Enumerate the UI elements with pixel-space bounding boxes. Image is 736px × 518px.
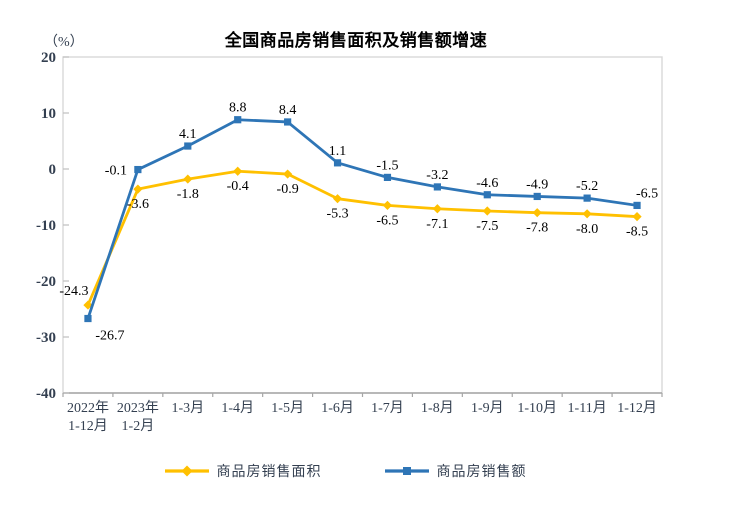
legend-label-sales-amount: 商品房销售额 [436,465,527,480]
x-tick-label: 1-12月 [617,400,657,416]
data-point-marker [382,200,393,210]
data-point-marker [632,212,642,222]
data-label: -0.9 [277,182,299,197]
legend: 商品房销售面积 商品房销售额 [0,461,690,481]
series-line [86,118,639,320]
data-label: -4.9 [526,177,548,192]
data-point-marker [83,300,93,310]
legend-item-sales-amount: 商品房销售额 [384,461,527,481]
data-label: -3.6 [127,197,149,212]
data-point-marker [284,118,292,126]
data-label: 4.1 [179,127,197,142]
data-label: -6.5 [376,213,398,228]
data-label: -8.0 [576,222,598,237]
x-tick-label: 1-3月 [171,400,204,416]
data-label: -1.5 [376,158,398,173]
data-point-marker [332,194,343,204]
data-label: 8.4 [279,103,297,118]
data-point-marker [433,183,441,191]
data-point-marker [532,208,542,218]
data-label: 1.1 [329,144,347,159]
x-tick-label: 1-10月 [517,400,557,416]
data-label: -24.3 [59,284,88,299]
data-point-marker [84,314,92,323]
data-point-marker [582,209,592,219]
x-tick-label: 1-8月 [421,400,454,416]
data-label: -0.1 [105,164,127,179]
y-tick-label: -20 [36,274,56,290]
x-tick-label: 1-7月 [371,400,404,416]
x-tick-label: 1-6月 [321,400,354,416]
data-label: -4.6 [476,176,498,191]
x-tick-label: 2022年 [67,400,109,416]
data-label: -3.2 [426,168,448,183]
y-tick-label: -10 [36,218,56,234]
data-point-marker [583,194,591,202]
data-label: -1.8 [177,187,199,202]
x-tick-label: 1-5月 [271,400,304,416]
data-point-marker [184,142,192,150]
y-axis-unit-label: （%） [44,35,84,50]
sales-area-line-marker-icon [164,465,209,477]
data-point-marker [234,116,242,124]
data-label: -8.5 [626,225,648,240]
x-tick-label: 1-4月 [221,400,254,416]
data-point-marker [134,165,142,174]
data-point-marker [383,173,392,181]
data-point-marker [482,206,492,216]
data-label: -5.2 [576,179,598,194]
data-label: 8.8 [229,101,247,116]
sales-amount-line-marker-icon [384,467,429,475]
data-point-marker [633,201,641,209]
chart-title: 全国商品房销售面积及销售额增速 [224,31,488,50]
x-tick-label: 2023年 [117,400,159,416]
data-point-marker [283,169,293,179]
data-label: -7.1 [426,217,448,232]
x-tick-label: 1-9月 [471,400,504,416]
x-tick-label: 1-11月 [568,400,607,416]
y-tick-label: 10 [41,106,56,122]
data-point-marker [233,166,243,176]
plot-border [62,56,663,394]
data-label: -0.4 [227,179,249,194]
data-label: -6.5 [636,186,658,201]
legend-item-sales-area: 商品房销售面积 [164,461,322,481]
data-point-marker [483,191,491,199]
data-point-marker [183,174,193,184]
data-point-marker [432,204,442,214]
y-tick-label: 20 [41,50,56,66]
y-tick-label: -30 [36,330,56,346]
y-tick-label: 0 [49,162,57,178]
legend-label-sales-area: 商品房销售面积 [216,465,322,480]
data-label: -7.5 [476,219,498,234]
data-label: -7.8 [526,221,548,236]
y-tick-label: -40 [36,386,56,402]
data-point-marker [333,159,342,167]
x-tick-label: 1-12月 [68,418,108,434]
data-point-marker [133,184,143,194]
data-label: -5.3 [326,207,348,222]
data-label: -26.7 [95,329,124,344]
data-point-marker [533,192,541,201]
series-line [86,169,639,307]
x-tick-label: 1-2月 [122,418,155,434]
